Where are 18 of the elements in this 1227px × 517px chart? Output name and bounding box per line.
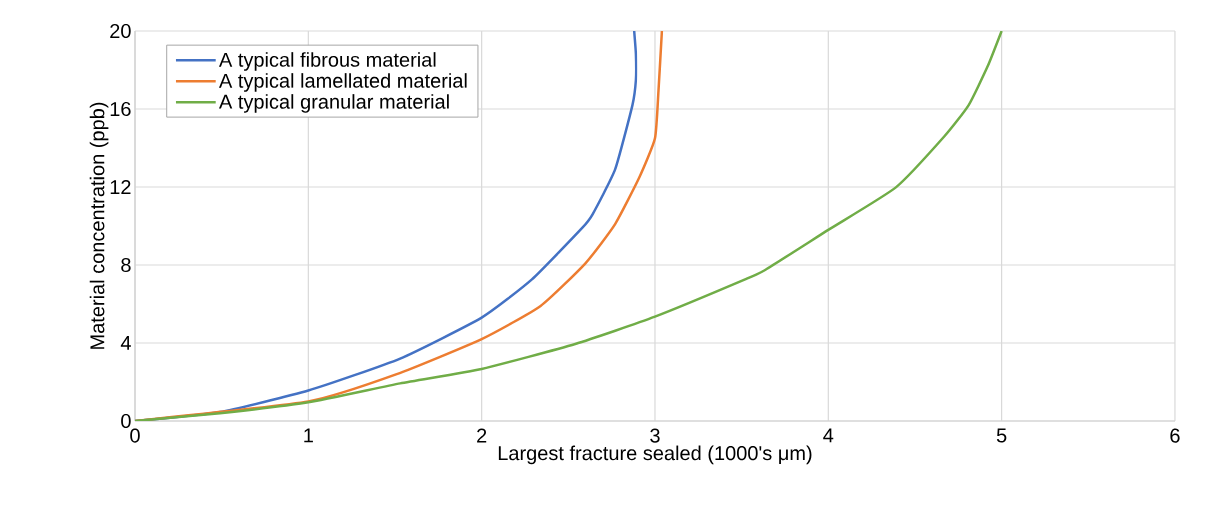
x-tick-label: 4 [823, 428, 834, 443]
y-tick-label: 20 [110, 23, 131, 39]
x-tick-label: 3 [650, 428, 660, 443]
y-axis-title: Material concentration (ppb) [89, 102, 109, 349]
legend-label: A typical granular material [218, 94, 449, 113]
y-tick-label: 4 [120, 336, 131, 350]
y-tick-label: 12 [110, 180, 131, 194]
x-axis-title: Largest fracture sealed (1000's μm) [498, 445, 812, 465]
y-tick-label: 8 [121, 257, 131, 273]
line-series [135, 31, 1003, 421]
y-tick-label: 0 [121, 413, 131, 429]
x-tick-label: 6 [1170, 428, 1180, 443]
x-tick-label: 5 [996, 428, 1007, 443]
x-tick-label: 2 [477, 428, 487, 443]
legend-label: A typical lamellated material [218, 73, 467, 92]
x-tick-label: 1 [304, 428, 313, 443]
y-tick-label: 16 [110, 101, 131, 117]
legend-label: A typical fibrous material [218, 52, 436, 71]
